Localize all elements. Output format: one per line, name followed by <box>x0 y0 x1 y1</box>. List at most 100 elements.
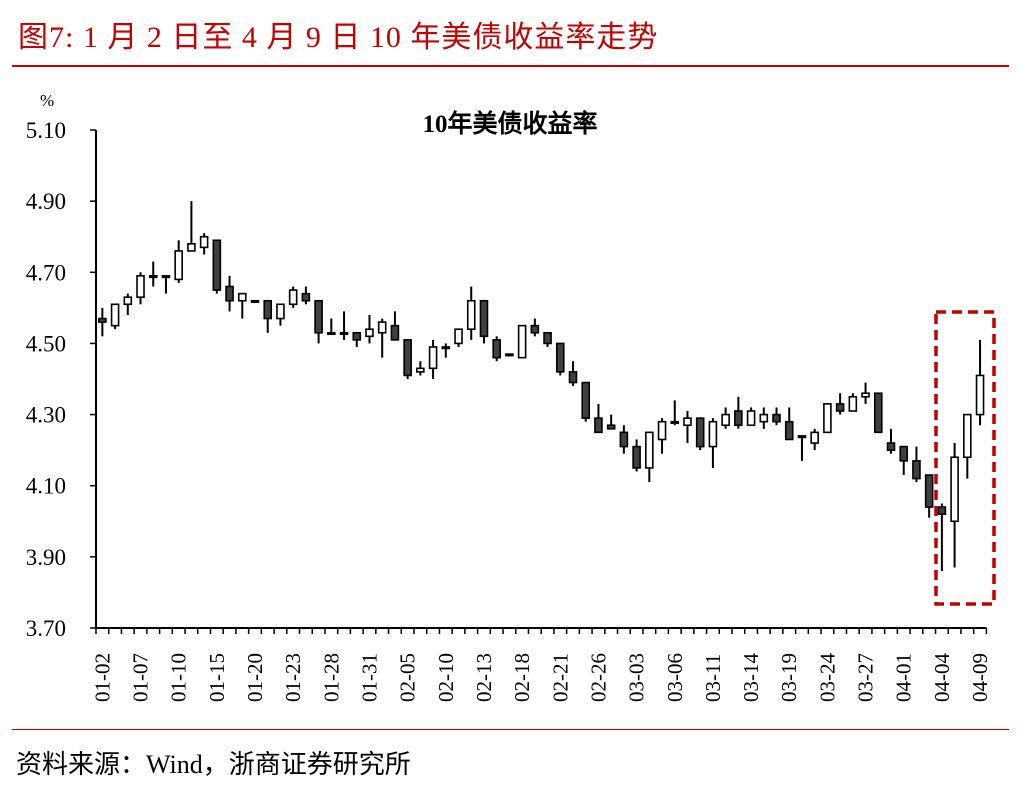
candle <box>237 292 247 319</box>
x-tick-label: 01-31 <box>357 653 381 702</box>
candle <box>301 286 311 305</box>
candle <box>963 413 972 479</box>
x-tick-label: 02-18 <box>510 653 534 702</box>
candle <box>772 407 781 426</box>
candle <box>759 407 769 429</box>
candle <box>187 201 196 252</box>
candle <box>645 431 654 483</box>
candle <box>110 303 120 330</box>
candle <box>975 339 985 426</box>
candle <box>899 445 909 476</box>
y-unit-label: % <box>40 91 54 110</box>
candle <box>212 239 222 294</box>
candle <box>619 425 629 454</box>
candle <box>123 293 133 315</box>
candle <box>441 343 451 358</box>
candle <box>365 314 374 344</box>
candle <box>199 233 209 255</box>
x-tick-label: 03-03 <box>625 653 649 702</box>
candle <box>454 328 463 347</box>
candle <box>606 414 616 430</box>
candle <box>912 446 921 483</box>
candle <box>390 311 400 341</box>
x-tick-label: 01-28 <box>319 653 343 702</box>
highlight-box <box>934 310 996 606</box>
candle <box>314 299 323 344</box>
x-tick-label: 03-14 <box>739 653 763 702</box>
x-tick-label: 01-10 <box>167 653 191 702</box>
candle <box>543 331 552 347</box>
candle <box>479 299 489 344</box>
candle <box>734 396 743 429</box>
candle <box>352 331 362 347</box>
candle <box>886 428 896 454</box>
y-tick-label: 4.50 <box>26 331 66 356</box>
candle <box>250 299 260 304</box>
candle <box>835 393 845 415</box>
y-tick-label: 4.90 <box>26 189 66 214</box>
candle <box>797 435 807 461</box>
candle <box>784 407 794 441</box>
candle <box>823 403 832 434</box>
x-tick-label: 01-20 <box>243 653 267 702</box>
candle <box>339 311 349 340</box>
x-tick-label: 02-26 <box>586 653 610 702</box>
candle <box>276 303 285 326</box>
candles <box>98 201 985 572</box>
candle <box>746 407 756 427</box>
candle <box>403 339 412 379</box>
candle <box>695 417 705 451</box>
y-tick-label: 3.90 <box>26 545 66 570</box>
candle <box>683 411 692 444</box>
candle <box>98 307 107 337</box>
candle <box>861 382 870 404</box>
candle <box>708 418 718 468</box>
candle <box>848 393 858 412</box>
x-tick-label: 02-05 <box>396 653 420 702</box>
x-tick-label: 01-15 <box>205 653 229 702</box>
candle <box>721 407 730 429</box>
chart-title: 10年美债收益率 <box>422 109 597 138</box>
y-tick-label: 4.10 <box>26 474 66 499</box>
candle <box>810 428 819 451</box>
axes: 5.10 4.90 4.70 4.50 4.30 4.10 3.90 3.70 01-02 01-… <box>26 118 992 702</box>
candle <box>505 353 514 357</box>
x-tick-label: 03-24 <box>815 653 839 702</box>
candle <box>288 286 298 308</box>
candlestick-chart: % 10年美债收益率 5.10 4.90 4.70 4.50 4.30 4.10 3.90 3… <box>26 91 996 702</box>
candle <box>492 336 501 362</box>
candle <box>581 381 591 422</box>
x-tick-label: 01-07 <box>129 653 153 702</box>
y-tick-label: 4.70 <box>26 260 66 285</box>
candle <box>657 418 667 454</box>
title-divider <box>12 65 1009 67</box>
candle <box>327 318 336 336</box>
candle <box>225 275 234 312</box>
candle <box>263 299 273 333</box>
candle <box>466 286 476 340</box>
candle <box>632 439 641 472</box>
x-tick-label: 03-11 <box>701 654 725 702</box>
candle <box>174 240 183 283</box>
candle <box>568 361 578 387</box>
candle <box>161 275 171 294</box>
y-tick-label: 5.10 <box>26 118 66 143</box>
candle <box>924 474 934 518</box>
candle <box>136 272 145 305</box>
candle <box>416 361 425 376</box>
source-note: 资料来源：Wind，浙商证券研究所 <box>16 750 411 779</box>
candle <box>428 339 438 379</box>
x-tick-label: 04-01 <box>892 653 916 702</box>
candle <box>555 342 565 376</box>
candle <box>937 503 947 572</box>
x-tick-label: 02-13 <box>472 653 496 702</box>
y-tick-label: 4.30 <box>26 403 66 428</box>
x-tick-label: 03-19 <box>777 653 801 702</box>
x-tick-label: 02-10 <box>434 653 458 702</box>
x-tick-label: 04-09 <box>968 653 992 702</box>
candle <box>377 318 387 358</box>
figure-title: 图7: 1 月 2 日至 4 月 9 日 10 年美债收益率走势 <box>18 21 659 54</box>
candle <box>594 403 603 434</box>
x-tick-label: 01-02 <box>90 653 114 702</box>
candle <box>148 261 158 287</box>
